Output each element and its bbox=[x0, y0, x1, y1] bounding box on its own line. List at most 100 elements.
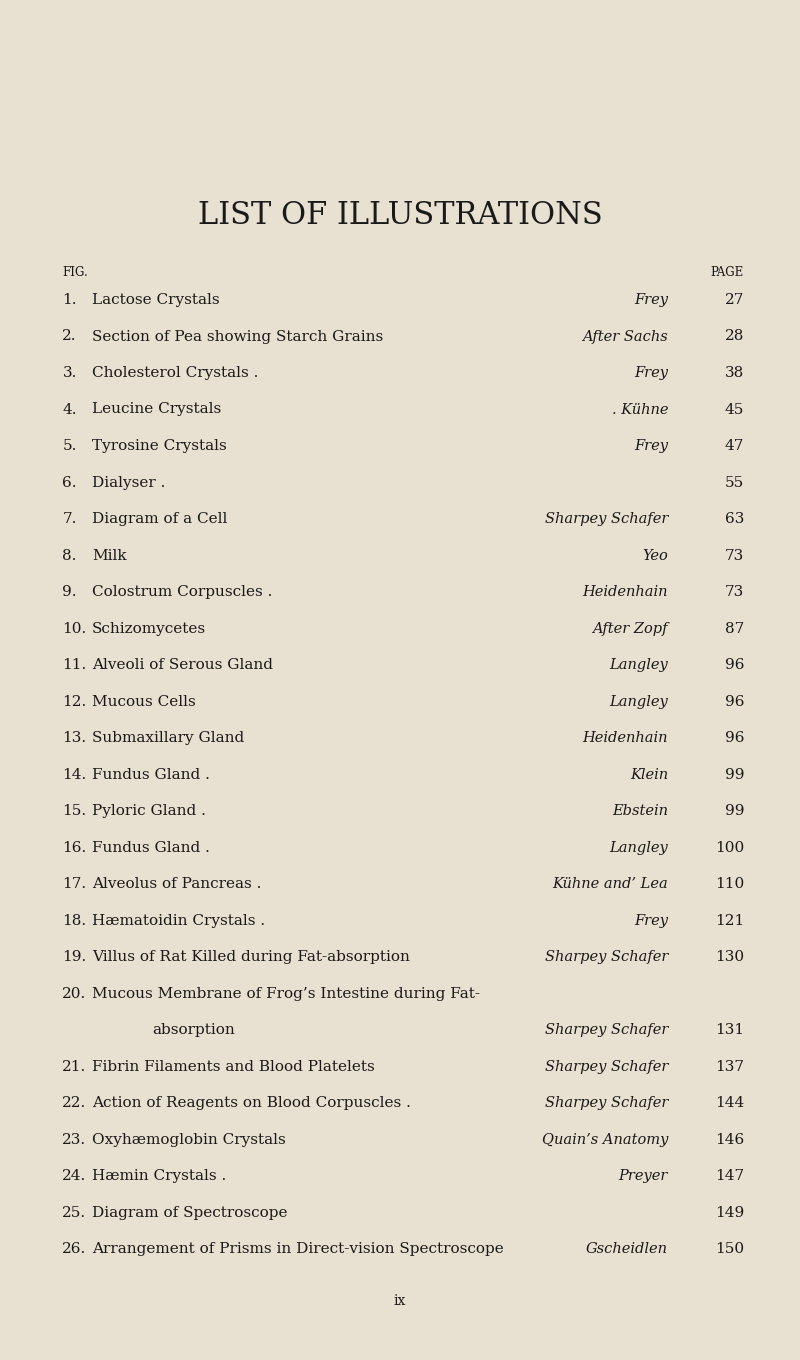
Text: Diagram of a Cell: Diagram of a Cell bbox=[92, 511, 227, 526]
Text: 87: 87 bbox=[725, 622, 744, 635]
Text: 9.: 9. bbox=[62, 585, 77, 598]
Text: 3.: 3. bbox=[62, 366, 77, 379]
Text: 73: 73 bbox=[725, 585, 744, 598]
Text: Sharpey Schafer: Sharpey Schafer bbox=[545, 1023, 668, 1038]
Text: Alveoli of Serous Gland: Alveoli of Serous Gland bbox=[92, 658, 273, 672]
Text: 10.: 10. bbox=[62, 622, 86, 635]
Text: 14.: 14. bbox=[62, 767, 86, 782]
Text: 19.: 19. bbox=[62, 951, 86, 964]
Text: Sharpey Schafer: Sharpey Schafer bbox=[545, 1059, 668, 1073]
Text: 38: 38 bbox=[725, 366, 744, 379]
Text: 150: 150 bbox=[715, 1242, 744, 1257]
Text: Lactose Crystals: Lactose Crystals bbox=[92, 292, 220, 307]
Text: 121: 121 bbox=[714, 914, 744, 928]
Text: 21.: 21. bbox=[62, 1059, 86, 1073]
Text: 25.: 25. bbox=[62, 1205, 86, 1220]
Text: 26.: 26. bbox=[62, 1242, 86, 1257]
Text: Frey: Frey bbox=[634, 439, 668, 453]
Text: 17.: 17. bbox=[62, 877, 86, 891]
Text: 55: 55 bbox=[725, 476, 744, 490]
Text: 73: 73 bbox=[725, 548, 744, 563]
Text: 4.: 4. bbox=[62, 403, 77, 416]
Text: Cholesterol Crystals .: Cholesterol Crystals . bbox=[92, 366, 258, 379]
Text: 18.: 18. bbox=[62, 914, 86, 928]
Text: Tyrosine Crystals: Tyrosine Crystals bbox=[92, 439, 226, 453]
Text: Klein: Klein bbox=[630, 767, 668, 782]
Text: Sharpey Schafer: Sharpey Schafer bbox=[545, 951, 668, 964]
Text: 96: 96 bbox=[725, 732, 744, 745]
Text: Fundus Gland .: Fundus Gland . bbox=[92, 840, 210, 854]
Text: PAGE: PAGE bbox=[710, 265, 744, 279]
Text: ix: ix bbox=[394, 1293, 406, 1307]
Text: Preyer: Preyer bbox=[618, 1170, 668, 1183]
Text: Section of Pea showing Starch Grains: Section of Pea showing Starch Grains bbox=[92, 329, 383, 344]
Text: Gscheidlen: Gscheidlen bbox=[586, 1242, 668, 1257]
Text: After Zopf: After Zopf bbox=[593, 622, 668, 635]
Text: Hæmin Crystals .: Hæmin Crystals . bbox=[92, 1170, 226, 1183]
Text: 110: 110 bbox=[714, 877, 744, 891]
Text: 131: 131 bbox=[715, 1023, 744, 1038]
Text: Frey: Frey bbox=[634, 292, 668, 307]
Text: After Sachs: After Sachs bbox=[582, 329, 668, 344]
Text: 47: 47 bbox=[725, 439, 744, 453]
Text: 144: 144 bbox=[714, 1096, 744, 1110]
Text: Fundus Gland .: Fundus Gland . bbox=[92, 767, 210, 782]
Text: Oxyhæmoglobin Crystals: Oxyhæmoglobin Crystals bbox=[92, 1133, 286, 1146]
Text: 100: 100 bbox=[714, 840, 744, 854]
Text: 96: 96 bbox=[725, 658, 744, 672]
Text: 16.: 16. bbox=[62, 840, 86, 854]
Text: 5.: 5. bbox=[62, 439, 77, 453]
Text: 15.: 15. bbox=[62, 804, 86, 817]
Text: Pyloric Gland .: Pyloric Gland . bbox=[92, 804, 206, 817]
Text: Hæmatoidin Crystals .: Hæmatoidin Crystals . bbox=[92, 914, 265, 928]
Text: 63: 63 bbox=[725, 511, 744, 526]
Text: Frey: Frey bbox=[634, 914, 668, 928]
Text: Submaxillary Gland: Submaxillary Gland bbox=[92, 732, 244, 745]
Text: Colostrum Corpuscles .: Colostrum Corpuscles . bbox=[92, 585, 272, 598]
Text: 1.: 1. bbox=[62, 292, 77, 307]
Text: Villus of Rat Killed during Fat-absorption: Villus of Rat Killed during Fat-absorpti… bbox=[92, 951, 410, 964]
Text: Heidenhain: Heidenhain bbox=[582, 585, 668, 598]
Text: 2.: 2. bbox=[62, 329, 77, 344]
Text: 6.: 6. bbox=[62, 476, 77, 490]
Text: Kühne and’ Lea: Kühne and’ Lea bbox=[552, 877, 668, 891]
Text: Mucous Cells: Mucous Cells bbox=[92, 695, 196, 709]
Text: 99: 99 bbox=[725, 767, 744, 782]
Text: 20.: 20. bbox=[62, 986, 86, 1001]
Text: Langley: Langley bbox=[610, 840, 668, 854]
Text: Leucine Crystals: Leucine Crystals bbox=[92, 403, 222, 416]
Text: 22.: 22. bbox=[62, 1096, 86, 1110]
Text: Sharpey Schafer: Sharpey Schafer bbox=[545, 1096, 668, 1110]
Text: Milk: Milk bbox=[92, 548, 126, 563]
Text: 147: 147 bbox=[715, 1170, 744, 1183]
Text: 13.: 13. bbox=[62, 732, 86, 745]
Text: 24.: 24. bbox=[62, 1170, 86, 1183]
Text: Mucous Membrane of Frog’s Intestine during Fat-: Mucous Membrane of Frog’s Intestine duri… bbox=[92, 986, 480, 1001]
Text: 137: 137 bbox=[715, 1059, 744, 1073]
Text: Dialyser .: Dialyser . bbox=[92, 476, 166, 490]
Text: Langley: Langley bbox=[610, 658, 668, 672]
Text: 99: 99 bbox=[725, 804, 744, 817]
Text: LIST OF ILLUSTRATIONS: LIST OF ILLUSTRATIONS bbox=[198, 200, 602, 230]
Text: Fibrin Filaments and Blood Platelets: Fibrin Filaments and Blood Platelets bbox=[92, 1059, 374, 1073]
Text: Schizomycetes: Schizomycetes bbox=[92, 622, 206, 635]
Text: 149: 149 bbox=[714, 1205, 744, 1220]
Text: Arrangement of Prisms in Direct-vision Spectroscope: Arrangement of Prisms in Direct-vision S… bbox=[92, 1242, 504, 1257]
Text: Quain’s Anatomy: Quain’s Anatomy bbox=[542, 1133, 668, 1146]
Text: 23.: 23. bbox=[62, 1133, 86, 1146]
Text: FIG.: FIG. bbox=[62, 265, 88, 279]
Text: 45: 45 bbox=[725, 403, 744, 416]
Text: Diagram of Spectroscope: Diagram of Spectroscope bbox=[92, 1205, 287, 1220]
Text: 11.: 11. bbox=[62, 658, 86, 672]
Text: Frey: Frey bbox=[634, 366, 668, 379]
Text: 12.: 12. bbox=[62, 695, 86, 709]
Text: Sharpey Schafer: Sharpey Schafer bbox=[545, 511, 668, 526]
Text: 7.: 7. bbox=[62, 511, 77, 526]
Text: Action of Reagents on Blood Corpuscles .: Action of Reagents on Blood Corpuscles . bbox=[92, 1096, 411, 1110]
Text: absorption: absorption bbox=[152, 1023, 234, 1038]
Text: Ebstein: Ebstein bbox=[612, 804, 668, 817]
Text: Alveolus of Pancreas .: Alveolus of Pancreas . bbox=[92, 877, 262, 891]
Text: . Kühne: . Kühne bbox=[611, 403, 668, 416]
Text: 8.: 8. bbox=[62, 548, 77, 563]
Text: Heidenhain: Heidenhain bbox=[582, 732, 668, 745]
